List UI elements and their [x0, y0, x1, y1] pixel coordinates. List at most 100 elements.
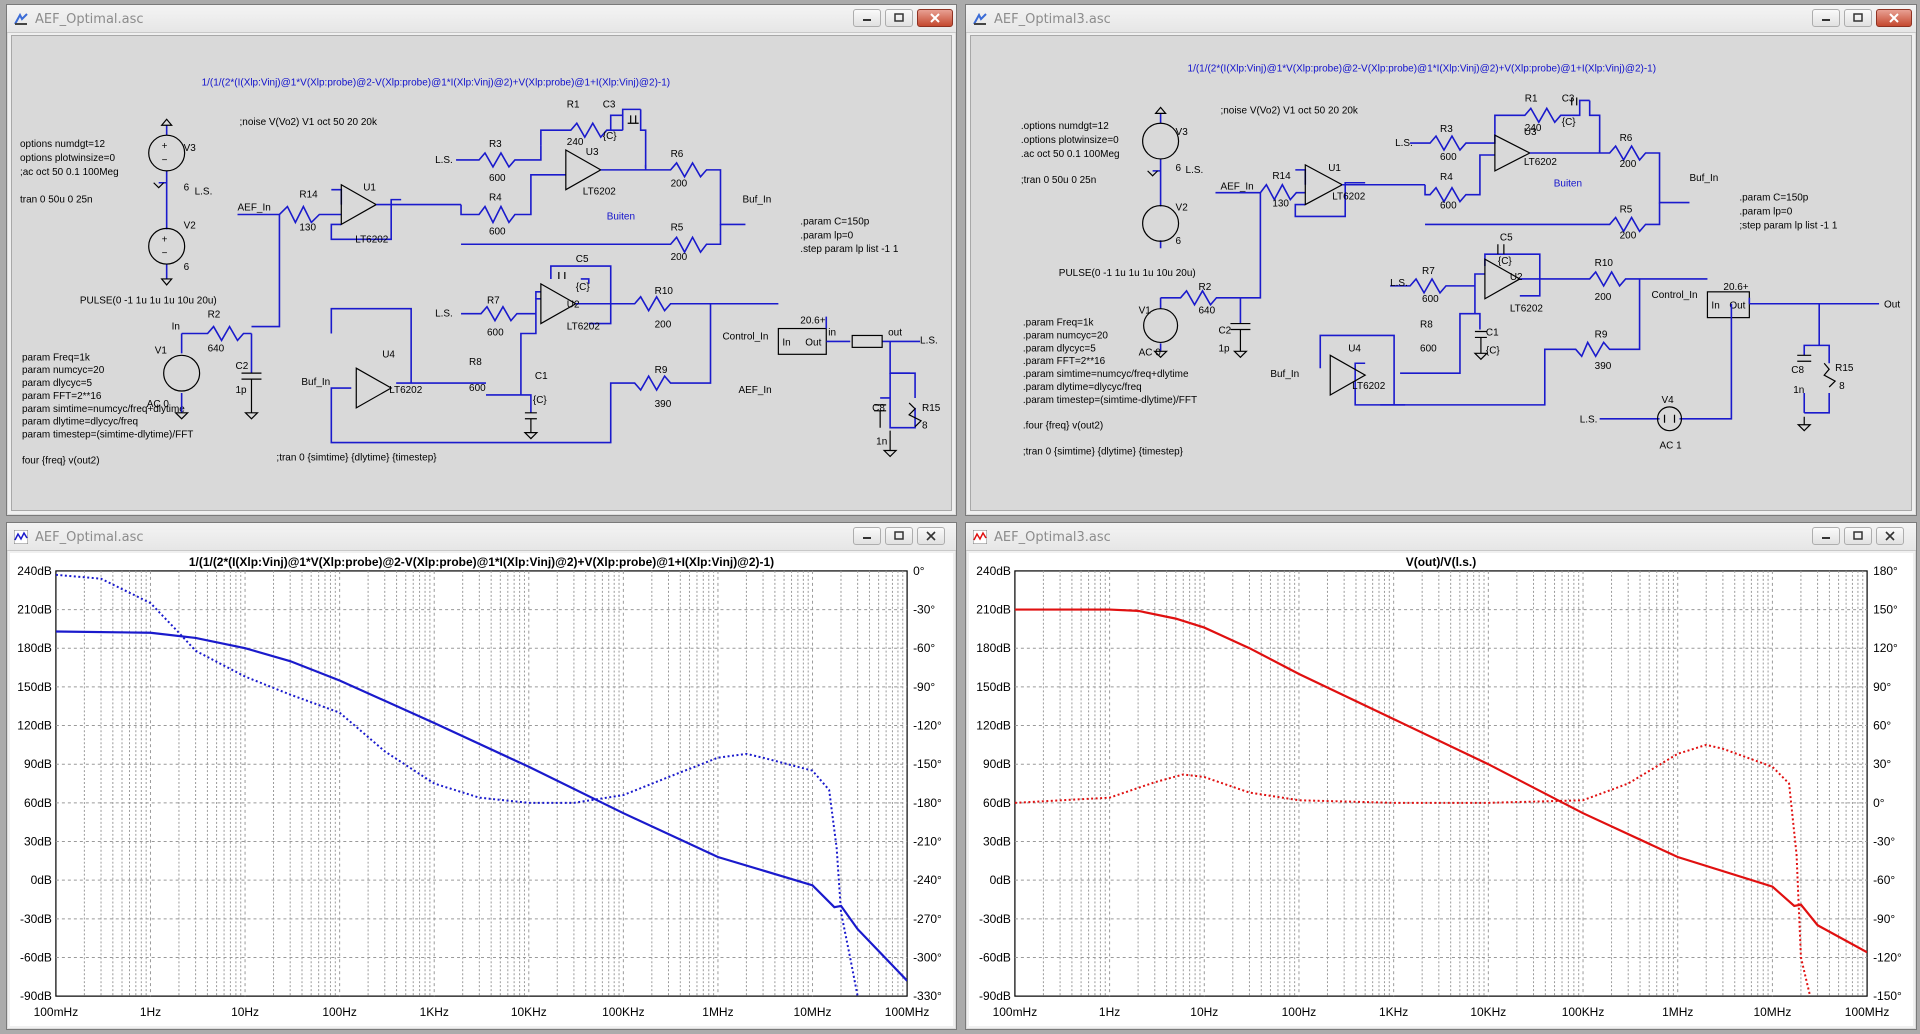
titlebar[interactable]: AEF_Optimal3.asc	[966, 523, 1916, 551]
input-source[interactable]: In R2 640 V1 AC 0 C2 1p	[147, 310, 262, 420]
minimize-button[interactable]	[1812, 527, 1840, 545]
svg-text:20.6+: 20.6+	[1723, 282, 1748, 293]
minimize-button[interactable]	[1812, 9, 1840, 27]
close-button[interactable]	[1876, 9, 1912, 27]
svg-text:U4: U4	[382, 349, 395, 360]
maximize-button[interactable]	[885, 527, 913, 545]
schematic-drawing[interactable]: 1/(1/(2*(I(Xlp:Vinj)@1*V(Xlp:probe)@2-V(…	[12, 36, 951, 510]
y-left-tick-label: 180dB	[17, 641, 52, 655]
svg-text:AC 0: AC 0	[147, 399, 170, 410]
y-left-tick-label: 60dB	[24, 796, 52, 810]
buiten-stage[interactable]: L.S. R3 600 R4 600 R1 240 C3 {C} U3 LT62…	[435, 99, 771, 263]
x-tick-label: 1MHz	[702, 1005, 733, 1019]
bode-plot-svg[interactable]: V(out)/V(l.s.) 100mHz 1Hz 10Hz 100Hz 1KHz 10KH…	[969, 553, 1913, 1026]
maximize-button[interactable]	[1844, 9, 1872, 27]
svg-text:R3: R3	[489, 139, 502, 150]
input-section[interactable]: AEF_In R14 130 U1 LT6202	[1215, 163, 1426, 299]
svg-text:.param numcyc=20: .param numcyc=20	[1023, 330, 1109, 341]
close-button[interactable]	[917, 9, 953, 27]
svg-text:V1: V1	[1139, 306, 1152, 317]
schematic-window-left[interactable]: AEF_Optimal.asc 1/(1/(2*(I(Xlp:Vinj)@1*V…	[6, 4, 957, 516]
svg-text:options plotwinsize=0: options plotwinsize=0	[20, 153, 116, 164]
svg-text:LT6202: LT6202	[1524, 157, 1558, 168]
plot-pane[interactable]: V(out)/V(l.s.) 100mHz 1Hz 10Hz 100Hz 1KHz 10KH…	[969, 553, 1913, 1026]
svg-text:.ac oct 50 0.1 100Meg: .ac oct 50 0.1 100Meg	[1021, 149, 1120, 160]
x-tick-label: 1Hz	[140, 1005, 161, 1019]
schematic-window-right[interactable]: AEF_Optimal3.asc 1/(1/(2*(I(Xlp:Vinj)@1*…	[965, 4, 1917, 516]
y-right-tick-label: -60°	[1873, 873, 1895, 887]
y-right-tick-label: 90°	[1873, 680, 1891, 694]
plot-title[interactable]: 1/(1/(2*(I(Xlp:Vinj)@1*V(Xlp:probe)@2-V(…	[189, 555, 774, 569]
svg-text:C8: C8	[1791, 365, 1804, 376]
control-stage[interactable]: L.S. R7 600 C5 {C} U2 LT6202 R10 200 R9 …	[1270, 232, 1708, 406]
supply-sources[interactable]: V3 6 L.S. V2 6	[1142, 106, 1204, 249]
output-stage[interactable]: In Out 20.6+ Out C8 1n R15 8 L.S. V4 AC …	[1580, 282, 1901, 452]
tran-directive: ;tran 0 {simtime} {dlytime} {timestep}	[276, 452, 437, 463]
y-right-tick-label: -270°	[913, 912, 942, 926]
svg-text:R15: R15	[1835, 363, 1854, 374]
minimize-icon	[1822, 19, 1830, 21]
svg-text:C3: C3	[1562, 93, 1575, 104]
schematic-canvas[interactable]: 1/(1/(2*(I(Xlp:Vinj)@1*V(Xlp:probe)@2-V(…	[11, 35, 952, 511]
schematic-file-icon	[14, 12, 28, 25]
svg-text:{C}: {C}	[576, 282, 591, 293]
y-left-tick-label: 210dB	[17, 603, 52, 617]
phase-trace[interactable]	[1014, 743, 1812, 997]
svg-text:Buf_In: Buf_In	[1689, 173, 1718, 184]
y-right-tick-label: -60°	[913, 641, 935, 655]
plot-title[interactable]: V(out)/V(l.s.)	[1406, 555, 1476, 569]
phase-trace[interactable]	[55, 573, 859, 997]
control-stage[interactable]: L.S. R7 600 C5 {C} U2 LT6202 R10 200 R9 …	[301, 254, 779, 444]
y-right-tick-label: -150°	[913, 757, 942, 771]
minimize-button[interactable]	[853, 527, 881, 545]
schematic-canvas[interactable]: 1/(1/(2*(I(Xlp:Vinj)@1*V(Xlp:probe)@2-V(…	[970, 35, 1912, 511]
expression-label: 1/(1/(2*(I(Xlp:Vinj)@1*V(Xlp:probe)@2-V(…	[1188, 64, 1657, 75]
svg-text:In: In	[1711, 301, 1719, 312]
y-left-tick-label: 150dB	[976, 680, 1011, 694]
minimize-button[interactable]	[853, 9, 881, 27]
svg-text:Out: Out	[805, 337, 821, 348]
svg-text:R10: R10	[1595, 258, 1614, 269]
svg-text:.options numdgt=12: .options numdgt=12	[1021, 121, 1109, 132]
svg-text:1n: 1n	[1793, 385, 1804, 396]
x-tick-label: 100Hz	[1282, 1005, 1317, 1019]
svg-text:V2: V2	[1176, 203, 1189, 214]
x-tick-label: 100KHz	[1562, 1005, 1605, 1019]
svg-text:{C}: {C}	[533, 395, 548, 406]
titlebar[interactable]: AEF_Optimal3.asc	[966, 5, 1916, 33]
y-left-tick-label: 120dB	[976, 719, 1011, 733]
x-tick-label: 1KHz	[1379, 1005, 1408, 1019]
close-button[interactable]	[917, 527, 945, 545]
y-right-tick-label: -90°	[1873, 912, 1895, 926]
svg-text:R2: R2	[1199, 282, 1212, 293]
plot-window-left[interactable]: AEF_Optimal.asc 1/(1/(2*(I(Xlp:Vinj)@1*V…	[6, 522, 957, 1030]
svg-text:Control_In: Control_In	[722, 331, 768, 342]
svg-text:U3: U3	[586, 147, 599, 158]
magnitude-trace[interactable]	[55, 630, 908, 982]
svg-text:R1: R1	[1525, 93, 1538, 104]
buiten-stage[interactable]: L.S. R3 600 R4 600 R1 240 C3 {C} U3 LT62…	[1395, 93, 1718, 241]
param-directives: param Freq=1k param numcyc=20 param dlyc…	[22, 352, 193, 466]
output-stage[interactable]: In Out 20.6+ in out L.S. C8 1n R15 8	[777, 316, 941, 458]
input-section[interactable]: AEF_In R14 130 U1 LT6202	[238, 183, 462, 328]
close-button[interactable]	[1876, 527, 1904, 545]
input-source[interactable]: V1 AC 0 R2 640 C2 1p	[1139, 282, 1251, 358]
svg-text:R10: R10	[655, 286, 674, 297]
plot-window-right[interactable]: AEF_Optimal3.asc V(out)/V(l.s.) 100mHz 1Hz…	[965, 522, 1917, 1030]
schematic-file-icon	[973, 12, 987, 25]
maximize-button[interactable]	[885, 9, 913, 27]
maximize-button[interactable]	[1844, 527, 1872, 545]
svg-text:640: 640	[208, 343, 225, 354]
svg-text:U4: U4	[1348, 343, 1361, 354]
plot-pane[interactable]: 1/(1/(2*(I(Xlp:Vinj)@1*V(Xlp:probe)@2-V(…	[10, 553, 953, 1026]
bode-plot-svg[interactable]: 1/(1/(2*(I(Xlp:Vinj)@1*V(Xlp:probe)@2-V(…	[10, 553, 953, 1026]
supply-sources[interactable]: + − + − V3 6 L.S. V2 6	[148, 118, 213, 286]
svg-text:V4: V4	[1662, 395, 1675, 406]
schematic-drawing[interactable]: 1/(1/(2*(I(Xlp:Vinj)@1*V(Xlp:probe)@2-V(…	[971, 36, 1911, 510]
x-tick-label: 100MHz	[1845, 1005, 1890, 1019]
svg-text:LT6202: LT6202	[1510, 304, 1544, 315]
titlebar[interactable]: AEF_Optimal.asc	[7, 523, 956, 551]
svg-text:param dlytime=dlycyc/freq: param dlytime=dlycyc/freq	[22, 417, 138, 428]
magnitude-trace[interactable]	[1014, 608, 1868, 954]
titlebar[interactable]: AEF_Optimal.asc	[7, 5, 956, 33]
